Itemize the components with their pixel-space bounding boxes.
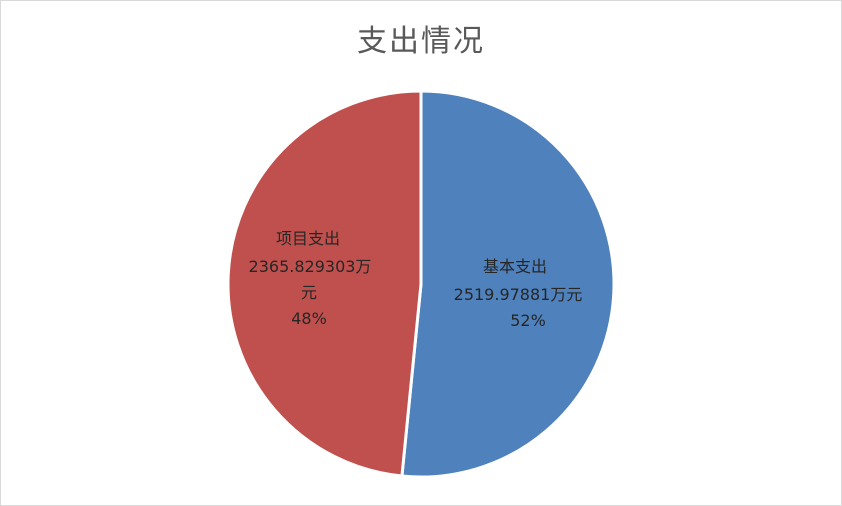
pie-slice-basic <box>400 89 616 479</box>
slice-label-basic-name: 基本支出 <box>483 257 547 276</box>
slice-label-basic-value: 2519.97881万元 <box>454 285 583 304</box>
slice-label-project-value-line2: 元 <box>301 283 317 302</box>
labels-layer: 基本支出 2519.97881万元 52% 项目支出 2365.829303万 … <box>249 229 583 330</box>
slice-label-project-value-line1: 2365.829303万 <box>249 257 372 276</box>
slices-layer <box>226 89 616 479</box>
slice-label-basic-percent: 52% <box>510 311 546 330</box>
pie-slice-project <box>226 89 423 478</box>
slice-label-project-percent: 48% <box>291 309 327 328</box>
slice-label-project-name: 项目支出 <box>276 229 340 248</box>
chart-title: 支出情况 <box>357 24 485 59</box>
